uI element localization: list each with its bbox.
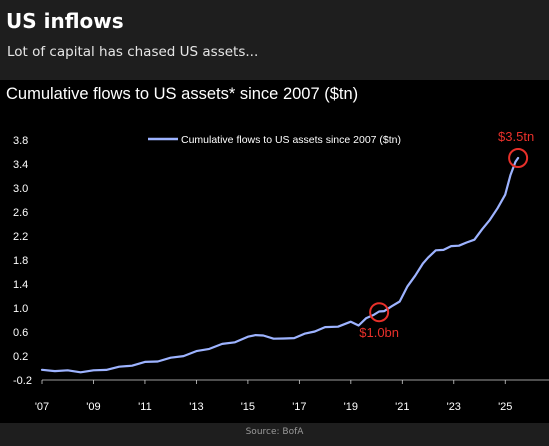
- x-tick-label: '13: [189, 401, 203, 413]
- chart-title: Cumulative flows to US assets* since 200…: [6, 85, 358, 103]
- x-tick-label: '17: [292, 401, 306, 413]
- y-tick-label: 1.8: [13, 255, 28, 267]
- source-note: Source: BofA: [245, 427, 304, 437]
- page-title: US inflows: [6, 9, 124, 33]
- page-subtitle: Lot of capital has chased US assets...: [7, 44, 259, 60]
- annotation-label: $1.0bn: [359, 325, 399, 340]
- y-tick-label: 0.2: [13, 351, 28, 363]
- series-line-cumulative-flows: [40, 156, 520, 374]
- annotation-circle: [369, 302, 390, 323]
- y-tick-label: 3.8: [13, 135, 28, 147]
- x-tick-label: '21: [395, 401, 409, 413]
- legend-label: Cumulative flows to US assets since 2007…: [181, 134, 401, 146]
- annotation-circle: [508, 148, 529, 168]
- x-tick-label: '11: [138, 401, 152, 413]
- y-tick-label: 2.6: [13, 207, 28, 219]
- chart-panel: Cumulative flows to US assets* since 200…: [0, 80, 549, 423]
- x-tick-label: '23: [447, 401, 461, 413]
- y-tick-label: 3.0: [13, 183, 28, 195]
- x-tick-label: '09: [86, 401, 100, 413]
- x-tick-label: '25: [498, 401, 512, 413]
- y-tick-label: 0.6: [13, 327, 28, 339]
- y-tick-label: 3.4: [13, 159, 28, 171]
- y-tick-label: 1.0: [13, 303, 28, 315]
- x-tick-label: '07: [35, 401, 49, 413]
- cumulative-flows-chart: Cumulative flows to US assets* since 200…: [6, 85, 549, 413]
- x-tick-label: '19: [344, 401, 358, 413]
- annotation-label: $3.5tn: [498, 129, 534, 144]
- x-tick-label: '15: [241, 401, 255, 413]
- y-tick-label: 2.2: [13, 231, 28, 243]
- y-tick-label: 1.4: [13, 279, 28, 291]
- y-tick-label: -0.2: [13, 375, 32, 387]
